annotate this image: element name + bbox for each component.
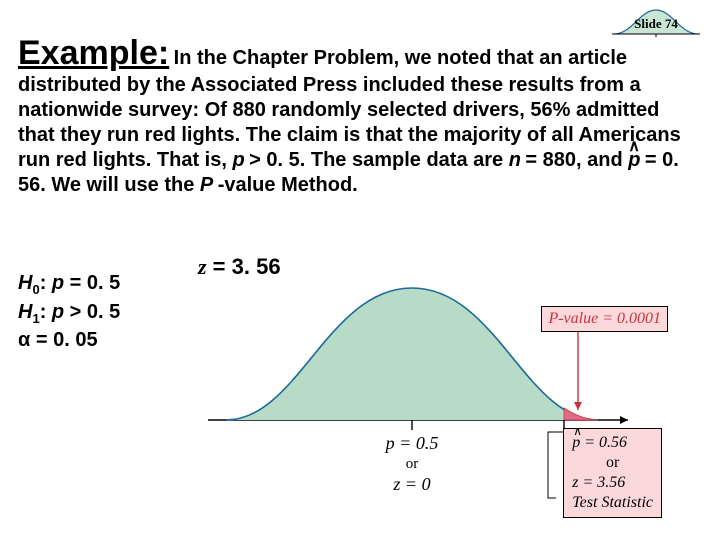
h0-line: H0: p = 0. 5	[18, 270, 168, 299]
phat-symbol: ∧p	[628, 148, 640, 173]
lower-row: H0: p = 0. 5 H1: p > 0. 5 α = 0. 05 z = …	[18, 254, 700, 354]
n-val: = 880, and	[525, 149, 628, 171]
h1-line: H1: p > 0. 5	[18, 299, 168, 328]
pvalue-P: P	[200, 174, 213, 196]
pvalue-box: P-value = 0.0001	[541, 306, 668, 332]
p-gt-text: > 0. 5. The sample data are	[249, 149, 509, 171]
test-statistic-box: ∧p = 0.56 or z = 3.56 Test Statistic	[563, 428, 662, 518]
body-tail: -value Method.	[218, 174, 358, 196]
alpha-line: α = 0. 05	[18, 327, 168, 354]
slide-number: Slide 74	[612, 16, 700, 32]
figure-column: z = 3. 56	[168, 254, 700, 354]
headline: Example:	[18, 34, 169, 72]
hypotheses-block: H0: p = 0. 5 H1: p > 0. 5 α = 0. 05	[18, 254, 168, 354]
p-symbol: p	[232, 149, 244, 171]
content-area: Example: In the Chapter Problem, we note…	[18, 34, 696, 198]
example-paragraph: Example: In the Chapter Problem, we note…	[18, 34, 696, 198]
normal-curve-figure: P-value = 0.0001 p = 0.5 or z = 0 ∧p = 0…	[178, 260, 668, 525]
body-lead: In the Chapter Problem, we noted that an	[174, 47, 568, 69]
axis-center-labels: p = 0.5 or z = 0	[372, 432, 452, 496]
n-symbol: n	[509, 149, 521, 171]
